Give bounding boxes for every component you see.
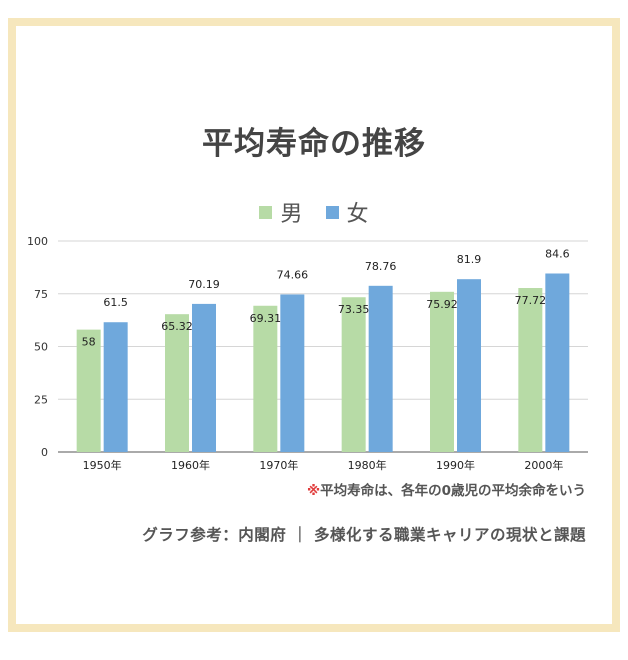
legend-label-female: 女	[346, 202, 369, 227]
data-label: 75.92	[426, 298, 458, 311]
x-tick-label: 1980年	[348, 458, 387, 472]
bar	[518, 288, 543, 452]
y-tick-label: 50	[34, 341, 48, 354]
data-label: 78.76	[365, 260, 397, 273]
x-tick-label: 1990年	[436, 458, 475, 472]
legend-item-male: 男	[259, 196, 303, 228]
footnote-mark: ※	[306, 483, 321, 499]
data-label: 73.35	[338, 303, 370, 316]
source-credit: グラフ参考：内閣府 ｜ 多様化する職業キャリアの現状と課題	[142, 526, 586, 544]
y-tick-label: 100	[27, 235, 48, 248]
data-label: 84.6	[545, 247, 570, 260]
bar	[368, 285, 393, 452]
data-label: 74.66	[277, 268, 309, 281]
data-label: 61.5	[103, 296, 128, 309]
footnote: ※平均寿命は、各年の0歳児の平均余命をいう	[307, 479, 586, 499]
data-label: 69.31	[250, 312, 282, 325]
data-label: 58	[82, 336, 96, 349]
y-tick-label: 75	[34, 288, 48, 301]
x-tick-label: 1950年	[83, 458, 122, 472]
x-tick-label: 2000年	[524, 458, 563, 472]
bar	[430, 291, 454, 452]
bar	[103, 322, 128, 452]
data-label: 65.32	[161, 320, 193, 333]
chart-title: 平均寿命の推移	[202, 126, 426, 162]
data-label: 81.9	[457, 253, 482, 266]
legend-label-male: 男	[280, 202, 303, 227]
bar	[76, 329, 101, 452]
footnote-text: 平均寿命は、各年の0歳児の平均余命をいう	[320, 483, 586, 499]
x-tick-label: 1960年	[171, 458, 210, 472]
bar	[545, 273, 570, 452]
bar	[457, 279, 481, 452]
y-tick-label: 0	[41, 446, 48, 459]
y-tick-label: 25	[34, 393, 48, 406]
legend-swatch-male	[259, 205, 273, 219]
bar	[253, 305, 278, 452]
legend-item-female: 女	[325, 196, 369, 228]
data-label: 70.19	[188, 278, 220, 291]
bar	[280, 294, 305, 452]
bar	[192, 303, 216, 452]
data-label: 77.72	[515, 294, 547, 307]
x-tick-label: 1970年	[259, 458, 298, 472]
bar	[165, 314, 189, 452]
bar	[341, 297, 366, 452]
chart-legend: 男 女	[0, 196, 628, 228]
legend-swatch-female	[325, 205, 339, 219]
